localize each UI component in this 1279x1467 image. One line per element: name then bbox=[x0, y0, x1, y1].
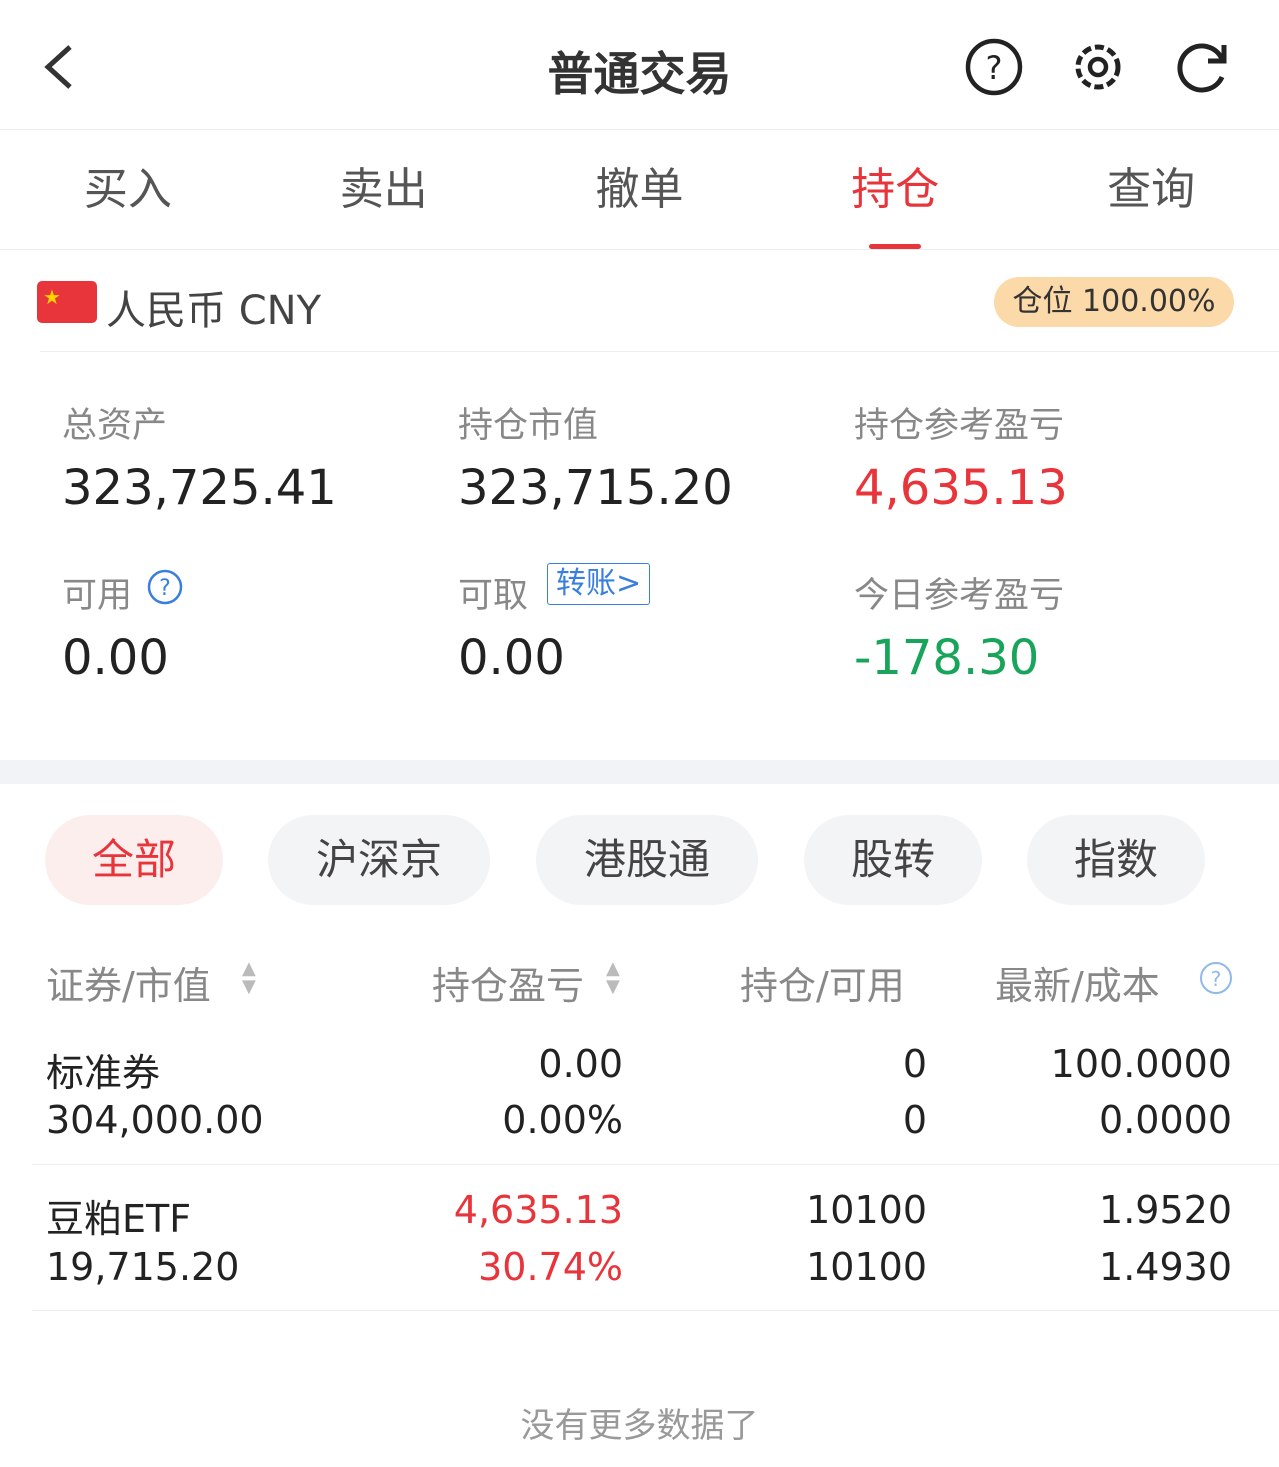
tab-sell[interactable]: 卖出 bbox=[339, 164, 428, 215]
cost-price: 1.4930 bbox=[1099, 1245, 1232, 1289]
sort-icon[interactable]: ▲ ▼ bbox=[606, 958, 620, 997]
header-latest-cost: 最新/成本 bbox=[995, 964, 1160, 1008]
tab-positions[interactable]: 持仓 bbox=[767, 130, 1023, 249]
total-assets-label: 总资产 bbox=[62, 406, 168, 446]
market-value: 323,715.20 bbox=[458, 460, 733, 516]
holding: 10100 bbox=[806, 1188, 927, 1232]
market-value: 304,000.00 bbox=[46, 1098, 264, 1142]
pnl: 4,635.13 bbox=[453, 1188, 623, 1232]
trade-tabs: 买入 卖出 撤单 持仓 查询 bbox=[0, 130, 1279, 250]
cost-price: 0.0000 bbox=[1099, 1098, 1232, 1142]
currency-label: 人民币 CNY bbox=[106, 288, 321, 334]
filter-all[interactable]: 全部 bbox=[45, 815, 223, 905]
help-icon[interactable]: ? bbox=[964, 37, 1024, 97]
svg-text:?: ? bbox=[1211, 967, 1222, 991]
header-security[interactable]: 证券/市值 bbox=[46, 964, 211, 1008]
security-name: 标准券 bbox=[46, 1051, 161, 1095]
available-label: 可用 bbox=[62, 576, 133, 616]
withdrawable-label: 可取 bbox=[458, 576, 529, 616]
header: 普通交易 ? bbox=[0, 0, 1279, 130]
tab-query[interactable]: 查询 bbox=[1107, 164, 1196, 215]
today-pnl-label: 今日参考盈亏 bbox=[854, 576, 1065, 616]
sort-icon[interactable]: ▲ ▼ bbox=[242, 958, 256, 997]
gear-icon[interactable] bbox=[1068, 37, 1128, 97]
pnl-pct: 30.74% bbox=[478, 1245, 623, 1289]
filter-neeq[interactable]: 股转 bbox=[804, 815, 982, 905]
header-holding: 持仓/可用 bbox=[740, 964, 905, 1008]
latest-price: 1.9520 bbox=[1099, 1188, 1232, 1232]
available: 0 bbox=[902, 1098, 927, 1142]
transfer-button[interactable]: 转账> bbox=[547, 563, 651, 605]
pnl-label: 持仓参考盈亏 bbox=[854, 406, 1065, 446]
header-pnl[interactable]: 持仓盈亏 bbox=[432, 964, 585, 1008]
tab-cancel[interactable]: 撤单 bbox=[595, 164, 684, 215]
china-flag-icon: ★ bbox=[37, 281, 97, 323]
today-pnl-value: -178.30 bbox=[854, 630, 1040, 686]
available: 10100 bbox=[806, 1245, 927, 1289]
pnl-value: 4,635.13 bbox=[854, 460, 1068, 516]
holding: 0 bbox=[902, 1042, 927, 1086]
total-assets-value: 323,725.41 bbox=[62, 460, 337, 516]
market-value-label: 持仓市值 bbox=[458, 406, 599, 446]
filter-index[interactable]: 指数 bbox=[1027, 815, 1205, 905]
tab-buy[interactable]: 买入 bbox=[83, 164, 172, 215]
filter-hk-connect[interactable]: 港股通 bbox=[536, 815, 758, 905]
back-icon[interactable] bbox=[30, 37, 90, 97]
security-name: 豆粕ETF bbox=[46, 1197, 192, 1241]
position-badge: 仓位 100.00% bbox=[994, 277, 1234, 327]
section-divider bbox=[0, 760, 1279, 784]
filter-shanghai-shenzhen-beijing[interactable]: 沪深京 bbox=[268, 815, 490, 905]
help-icon[interactable]: ? bbox=[146, 568, 184, 606]
divider bbox=[40, 351, 1279, 352]
available-value: 0.00 bbox=[62, 630, 169, 686]
svg-text:?: ? bbox=[986, 49, 1003, 87]
page-title: 普通交易 bbox=[547, 47, 732, 101]
market-value: 19,715.20 bbox=[46, 1245, 240, 1289]
pnl-pct: 0.00% bbox=[502, 1098, 623, 1142]
help-icon[interactable]: ? bbox=[1198, 960, 1234, 996]
latest-price: 100.0000 bbox=[1050, 1042, 1232, 1086]
withdrawable-value: 0.00 bbox=[458, 630, 565, 686]
row-divider bbox=[32, 1164, 1279, 1165]
svg-text:?: ? bbox=[159, 576, 171, 601]
pnl: 0.00 bbox=[538, 1042, 623, 1086]
no-more-data: 没有更多数据了 bbox=[520, 1406, 759, 1446]
row-divider bbox=[32, 1310, 1279, 1311]
refresh-icon[interactable] bbox=[1172, 37, 1232, 97]
